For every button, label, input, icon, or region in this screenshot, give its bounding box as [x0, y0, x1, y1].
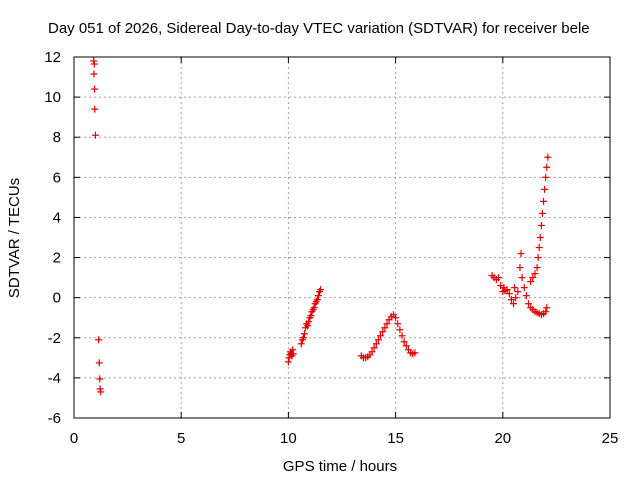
data-point [91, 85, 99, 93]
data-point [525, 300, 533, 308]
y-tick-label: 6 [53, 169, 61, 186]
data-point [379, 328, 387, 336]
data-point [91, 105, 99, 113]
data-point [372, 340, 380, 348]
data-point [541, 185, 549, 193]
data-point [307, 312, 315, 320]
data-point [317, 286, 325, 294]
data-point [377, 332, 385, 340]
data-points [90, 57, 552, 396]
x-tick-label: 20 [494, 430, 511, 447]
y-tick-label: 2 [53, 250, 61, 267]
axis-ticks [73, 56, 611, 419]
data-point [538, 209, 546, 217]
data-point [90, 70, 98, 78]
data-point [544, 153, 552, 161]
data-point [495, 274, 503, 282]
y-tick-label: 4 [53, 209, 61, 226]
data-point [512, 294, 520, 302]
data-point [542, 308, 550, 316]
data-point [514, 288, 522, 296]
data-point [527, 278, 535, 286]
data-point [95, 359, 103, 367]
data-point [297, 340, 305, 348]
data-point [411, 349, 419, 357]
y-tick-label: 12 [44, 49, 61, 66]
y-axis-label: SDTVAR / TECUs [6, 178, 23, 298]
x-axis-label: GPS time / hours [283, 458, 397, 475]
data-point [400, 338, 408, 346]
x-tick-label: 0 [70, 430, 78, 447]
x-tick-label: 15 [387, 430, 404, 447]
data-point [289, 350, 297, 358]
data-point [542, 173, 550, 181]
y-tick-label: -2 [48, 330, 61, 347]
data-point [97, 388, 105, 396]
data-point [289, 346, 297, 354]
data-point [511, 284, 519, 292]
data-point [383, 320, 391, 328]
data-point [394, 320, 402, 328]
data-point [91, 131, 99, 139]
data-point [517, 250, 525, 258]
x-tick-labels: 0 5 10 15 20 25 [70, 430, 619, 447]
data-point [368, 348, 376, 356]
data-point [96, 375, 104, 383]
y-tick-labels: -6 -4 -2 0 2 4 6 8 10 12 [44, 49, 61, 427]
data-point [300, 330, 308, 338]
data-point [505, 290, 513, 298]
data-point [537, 221, 545, 229]
data-point [374, 336, 382, 344]
data-point [520, 284, 528, 292]
grid-lines [74, 57, 610, 418]
data-point [518, 274, 526, 282]
data-point [516, 264, 524, 272]
y-tick-label: 8 [53, 129, 61, 146]
y-tick-label: 0 [53, 290, 61, 307]
data-point [392, 314, 400, 322]
x-tick-label: 10 [280, 430, 297, 447]
data-point [95, 336, 103, 344]
data-point [507, 296, 515, 304]
data-point [402, 342, 410, 350]
data-point [534, 254, 542, 262]
data-point [304, 322, 312, 330]
data-point [310, 304, 318, 312]
data-point [90, 57, 98, 65]
data-point [314, 292, 322, 300]
data-point [305, 318, 313, 326]
data-point [284, 358, 292, 366]
data-point [535, 244, 543, 252]
data-point [96, 385, 104, 393]
data-point [529, 274, 537, 282]
data-point [543, 304, 551, 312]
y-tick-label: 10 [44, 89, 61, 106]
data-point [540, 197, 548, 205]
y-tick-label: -6 [48, 410, 61, 427]
data-point [299, 334, 307, 342]
data-point [510, 300, 518, 308]
data-point [313, 296, 321, 304]
x-tick-label: 5 [177, 430, 185, 447]
y-tick-label: -4 [48, 370, 61, 387]
plot-frame [73, 56, 611, 419]
data-point [503, 286, 511, 294]
data-point [533, 264, 541, 272]
chart-title: Day 051 of 2026, Sidereal Day-to-day VTE… [48, 20, 590, 37]
data-point [396, 326, 404, 334]
data-point [398, 332, 406, 340]
data-point [522, 292, 530, 300]
data-point [370, 344, 378, 352]
data-point [381, 324, 389, 332]
data-point [531, 270, 539, 278]
data-point [543, 163, 551, 171]
data-point [90, 60, 98, 68]
x-tick-label: 25 [602, 430, 619, 447]
data-point [536, 234, 544, 241]
